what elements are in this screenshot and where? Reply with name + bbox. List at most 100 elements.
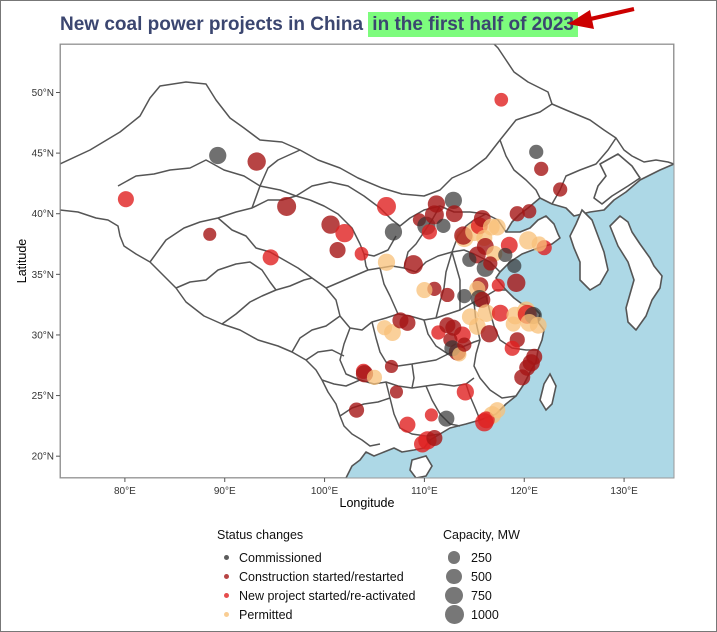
y-tick-label: 50°N xyxy=(32,88,54,99)
project-marker-new-project xyxy=(494,92,509,107)
project-marker-construction xyxy=(329,242,346,259)
capacity-legend-item: 250 xyxy=(443,548,520,567)
status-legend-item: Commissioned xyxy=(217,548,415,567)
capacity-legend-item: 500 xyxy=(443,567,520,586)
project-marker-permitted xyxy=(531,236,547,252)
x-axis-ticks: 80°E 90°E 100°E 110°E 120°E 130°E xyxy=(114,478,638,497)
project-markers xyxy=(117,92,568,453)
x-axis-label: Longitude xyxy=(340,496,395,510)
project-marker-new-project xyxy=(491,304,509,322)
y-tick-label: 40°N xyxy=(32,209,54,220)
y-tick-label: 30°N xyxy=(32,330,54,341)
project-marker-construction xyxy=(389,385,404,399)
x-tick-label: 120°E xyxy=(511,486,539,497)
project-marker-construction xyxy=(392,312,409,329)
title-prefix: New coal power projects in China xyxy=(60,14,364,35)
project-marker-new-project xyxy=(399,416,416,433)
project-marker-construction xyxy=(348,402,365,418)
project-marker-construction xyxy=(480,325,498,343)
project-marker-construction xyxy=(509,206,525,222)
project-marker-new-project xyxy=(262,249,279,266)
capacity-legend-swatch xyxy=(447,551,461,564)
project-marker-new-project xyxy=(491,278,505,292)
project-marker-permitted xyxy=(416,282,433,299)
project-marker-construction xyxy=(507,273,526,292)
capacity-legend-label: 250 xyxy=(471,550,492,565)
project-marker-commissioned xyxy=(209,146,227,165)
capacity-legend-swatch xyxy=(446,568,462,585)
x-tick-label: 130°E xyxy=(610,486,638,497)
status-legend-swatch xyxy=(224,593,229,598)
status-legend-label: Permitted xyxy=(239,607,293,622)
status-legend-label: Construction started/restarted xyxy=(239,569,404,584)
y-tick-label: 25°N xyxy=(32,391,54,402)
project-marker-permitted xyxy=(366,369,383,385)
y-tick-label: 45°N xyxy=(32,149,54,160)
project-marker-permitted xyxy=(505,316,521,332)
project-marker-construction xyxy=(384,359,399,374)
capacity-legend-item: 1000 xyxy=(443,605,520,624)
project-marker-construction xyxy=(277,196,297,216)
project-marker-construction xyxy=(534,161,549,176)
status-legend-label: New project started/re-activated xyxy=(239,588,416,603)
x-tick-label: 110°E xyxy=(411,486,438,497)
project-marker-permitted xyxy=(529,316,547,334)
status-legend-swatch xyxy=(224,574,229,579)
project-marker-construction xyxy=(457,337,472,352)
project-marker-new-project xyxy=(421,224,437,240)
capacity-legend-label: 1000 xyxy=(471,607,499,622)
project-marker-permitted xyxy=(377,253,396,271)
y-axis-label: Latitude xyxy=(15,239,29,284)
project-marker-commissioned xyxy=(462,252,477,267)
project-marker-commissioned xyxy=(457,289,472,304)
project-marker-new-project xyxy=(335,223,354,243)
status-legend-item: Construction started/restarted xyxy=(217,567,415,586)
project-marker-commissioned xyxy=(507,258,522,273)
korea-peninsula xyxy=(569,208,609,292)
project-marker-permitted xyxy=(376,320,393,336)
map-title: New coal power projects in China in the … xyxy=(60,10,578,40)
project-marker-construction xyxy=(321,215,340,234)
title-highlight: in the first half of 2023 xyxy=(368,12,578,37)
project-marker-construction xyxy=(445,319,462,336)
status-legend-item: Permitted xyxy=(217,605,415,624)
project-marker-new-project xyxy=(456,383,474,401)
hainan-island xyxy=(409,455,433,478)
capacity-legend-swatch xyxy=(444,605,464,624)
project-marker-new-project xyxy=(376,196,396,216)
y-tick-label: 35°N xyxy=(32,270,54,281)
y-tick-label: 20°N xyxy=(32,452,54,463)
capacity-legend-label: 500 xyxy=(471,569,492,584)
project-marker-construction xyxy=(203,227,217,241)
project-marker-commissioned xyxy=(436,218,451,233)
project-marker-construction xyxy=(526,348,543,365)
project-marker-construction xyxy=(553,182,568,197)
project-marker-construction xyxy=(474,291,491,308)
status-legend-swatch xyxy=(224,555,229,560)
project-marker-construction xyxy=(445,205,463,223)
project-marker-permitted xyxy=(477,304,496,322)
capacity-legend-item: 750 xyxy=(443,586,520,605)
status-legend-swatch xyxy=(224,612,229,617)
project-marker-permitted xyxy=(488,218,506,236)
capacity-legend: Capacity, MW 250 500 750 1000 xyxy=(443,528,520,624)
x-tick-label: 80°E xyxy=(114,486,136,497)
project-marker-construction xyxy=(427,195,446,213)
project-marker-commissioned xyxy=(444,191,462,210)
project-marker-commissioned xyxy=(384,223,403,241)
project-marker-commissioned xyxy=(438,410,455,427)
status-legend-title: Status changes xyxy=(217,528,304,542)
project-marker-new-project xyxy=(504,340,520,356)
status-legend: Status changes Commissioned Construction … xyxy=(217,528,415,624)
project-marker-construction xyxy=(247,152,266,171)
status-legend-item: New project started/re-activated xyxy=(217,586,415,605)
plot-border xyxy=(59,43,675,479)
project-marker-permitted xyxy=(489,402,506,419)
capacity-legend-swatch xyxy=(445,586,463,605)
project-marker-commissioned xyxy=(498,247,513,263)
project-marker-new-project xyxy=(117,191,134,208)
taiwan-island xyxy=(539,372,557,412)
project-marker-construction xyxy=(426,429,443,447)
project-marker-commissioned xyxy=(529,144,544,160)
